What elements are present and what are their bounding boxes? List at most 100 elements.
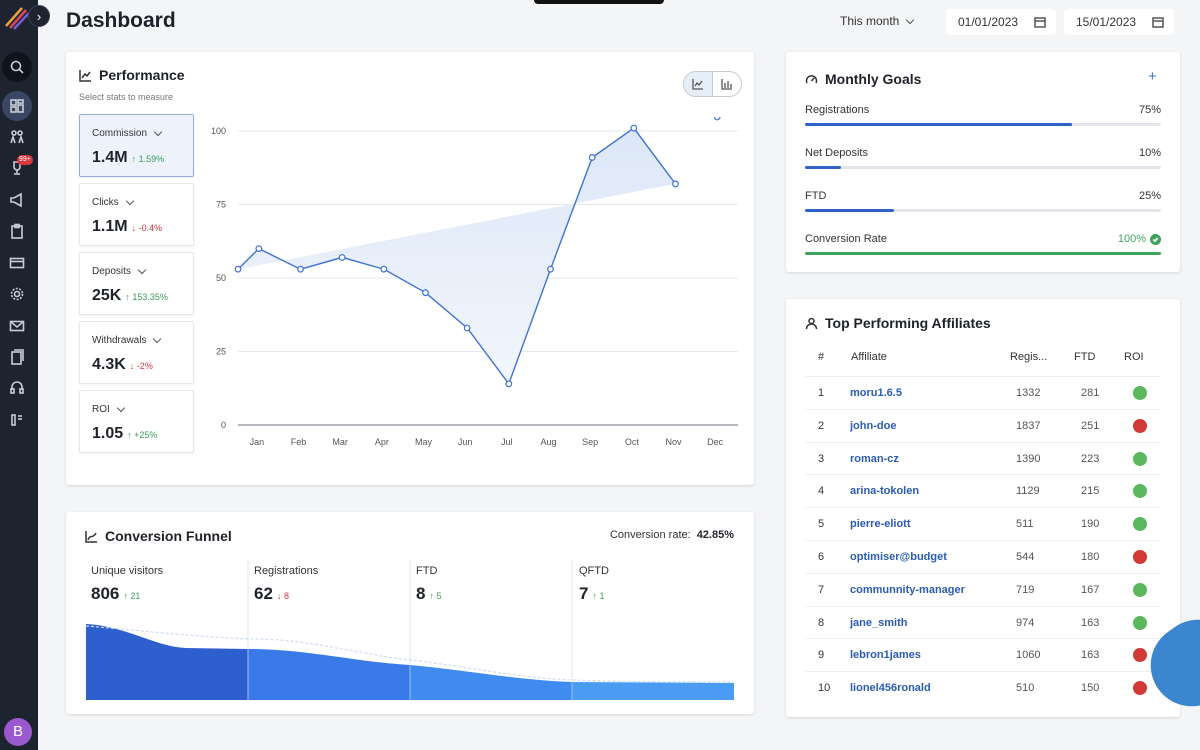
stat-clicks[interactable]: Clicks 1.1M ↓ -0.4% [79,183,194,246]
table-row[interactable]: 7 communnity-manager 719 167 [805,572,1161,606]
bar-chart-icon [721,79,732,90]
affiliate-name-link[interactable]: lionel456ronald [850,682,931,695]
stat-value: 1.4M [92,149,128,166]
funnel-stage-change: 21 [130,591,141,601]
sidebar-item-settings[interactable] [2,279,32,309]
y-tick-label: 25 [216,347,226,357]
roi-status-dot [1133,550,1147,564]
stat-roi[interactable]: ROI 1.05 ↑ +25% [79,390,194,453]
goal-progress-track [805,123,1161,126]
affiliate-rank: 10 [818,682,831,695]
column-header-registrations[interactable]: Regis... [1010,351,1048,363]
chevron-down-icon [153,334,162,344]
affiliate-registrations: 1332 [1016,387,1041,399]
data-point [630,124,638,132]
reports-icon [11,414,22,426]
roi-status-dot [1133,517,1147,532]
table-row[interactable]: 8 jane_smith 974 163 [805,605,1161,639]
line-chart-toggle[interactable] [684,72,713,96]
user-avatar[interactable]: B [4,718,32,746]
sidebar-item-trophy[interactable]: 99+ [2,153,33,183]
column-header-roi[interactable]: ROI [1124,351,1144,363]
x-tick-label: Apr [375,437,389,447]
column-header-affiliate[interactable]: Affiliate [851,351,887,363]
sidebar-item-payments[interactable] [2,248,32,278]
affiliate-name-link[interactable]: john-doe [850,419,897,432]
data-point [255,245,263,253]
affiliate-registrations: 1390 [1016,452,1041,465]
x-tick-label: Aug [540,437,556,447]
affiliate-rank: 3 [818,452,825,465]
column-header-ftd[interactable]: FTD [1074,351,1096,363]
stat-change: 153.35% [132,292,168,302]
sidebar-item-reports[interactable] [2,405,32,435]
sidebar-search[interactable] [2,52,32,82]
table-row[interactable]: 5 pierre-eliott 511 190 [805,507,1161,540]
roi-status-dot [1133,451,1147,466]
chart-icon [79,69,91,82]
data-point [297,265,304,273]
affiliate-rank: 1 [818,387,825,399]
data-point [547,265,554,273]
sidebar-item-tasks[interactable] [2,216,32,246]
funnel-stage-visitors: Unique visitors 806 ↑ 21 [91,565,164,603]
table-row[interactable]: 3 roman-cz 1390 223 [805,441,1161,475]
stat-label: Commission [92,128,148,139]
affiliate-name-link[interactable]: pierre-eliott [850,518,911,531]
x-tick-label: Jan [250,437,265,447]
affiliate-name-link[interactable]: communnity-manager [850,583,965,596]
stat-label: Clicks [92,197,119,208]
sidebar-item-documents[interactable] [2,342,32,372]
table-row[interactable]: 10 lionel456ronald 510 150 [805,671,1161,704]
y-tick-label: 75 [216,200,226,210]
card-icon [9,257,25,269]
affiliate-name-link[interactable]: roman-cz [850,452,899,465]
table-row[interactable]: 6 optimiser@budget 544 180 [805,540,1161,573]
x-tick-label: Sep [582,437,598,447]
series-line [237,127,677,386]
stat-label: ROI [92,404,110,415]
sidebar-item-dashboard[interactable] [2,91,32,121]
top-affiliates-title: Top Performing Affiliates [805,315,991,331]
stat-deposits[interactable]: Deposits 25K ↑ 153.35% [79,252,194,315]
affiliate-name-link[interactable]: moru1.6.5 [850,387,902,399]
bar-chart-toggle[interactable] [713,72,741,96]
affiliate-name-link[interactable]: optimiser@budget [850,551,947,563]
funnel-stage-change: 1 [599,591,605,601]
chart-type-toggle[interactable] [683,71,742,97]
affiliate-name-link[interactable]: jane_smith [850,616,908,629]
date-to-field[interactable]: 15/01/2023 [1064,9,1174,35]
table-row[interactable]: 4 arina-tokolen 1129 215 [805,474,1161,507]
add-goal-button[interactable]: + [1148,68,1157,85]
stat-label: Deposits [92,266,131,277]
goal-progress-fill [805,166,841,169]
affiliate-name-link[interactable]: lebron1james [850,649,921,662]
period-select[interactable]: This month [840,14,915,28]
date-from-field[interactable]: 01/01/2023 [946,9,1056,35]
stat-withdrawals[interactable]: Withdrawals 4.3K ↓ -2% [79,321,194,384]
roi-status-dot [1133,418,1147,433]
table-row[interactable]: 9 lebron1james 1060 163 [805,638,1161,671]
megaphone-icon [10,192,22,208]
sidebar-item-affiliates[interactable] [2,122,32,152]
table-row[interactable]: 2 john-doe 1837 251 [805,408,1161,442]
sidebar-expand-button[interactable]: › [28,5,50,27]
affiliate-name-link[interactable]: arina-tokolen [850,485,920,498]
funnel-area-registrations [248,649,410,700]
camera-notch [534,0,664,4]
affiliate-registrations: 719 [1016,583,1035,596]
funnel-area-visitors [86,624,248,700]
stat-value: 25K [92,287,122,304]
table-row[interactable]: 1 moru1.6.5 1332 281 [805,376,1161,409]
calendar-icon [1034,17,1046,28]
funnel-chart-icon [85,530,97,543]
affiliate-ftd: 150 [1081,682,1100,695]
affiliate-ftd: 163 [1081,616,1100,629]
sidebar-item-messages[interactable] [2,311,32,341]
funnel-area-ftd [410,665,572,700]
stat-commission[interactable]: Commission 1.4M ↑ 1.59% [79,114,194,177]
sidebar-item-support[interactable] [2,373,32,403]
stat-value: 1.1M [92,218,128,235]
sidebar-item-campaigns[interactable] [2,185,32,215]
app-logo[interactable] [4,4,30,30]
